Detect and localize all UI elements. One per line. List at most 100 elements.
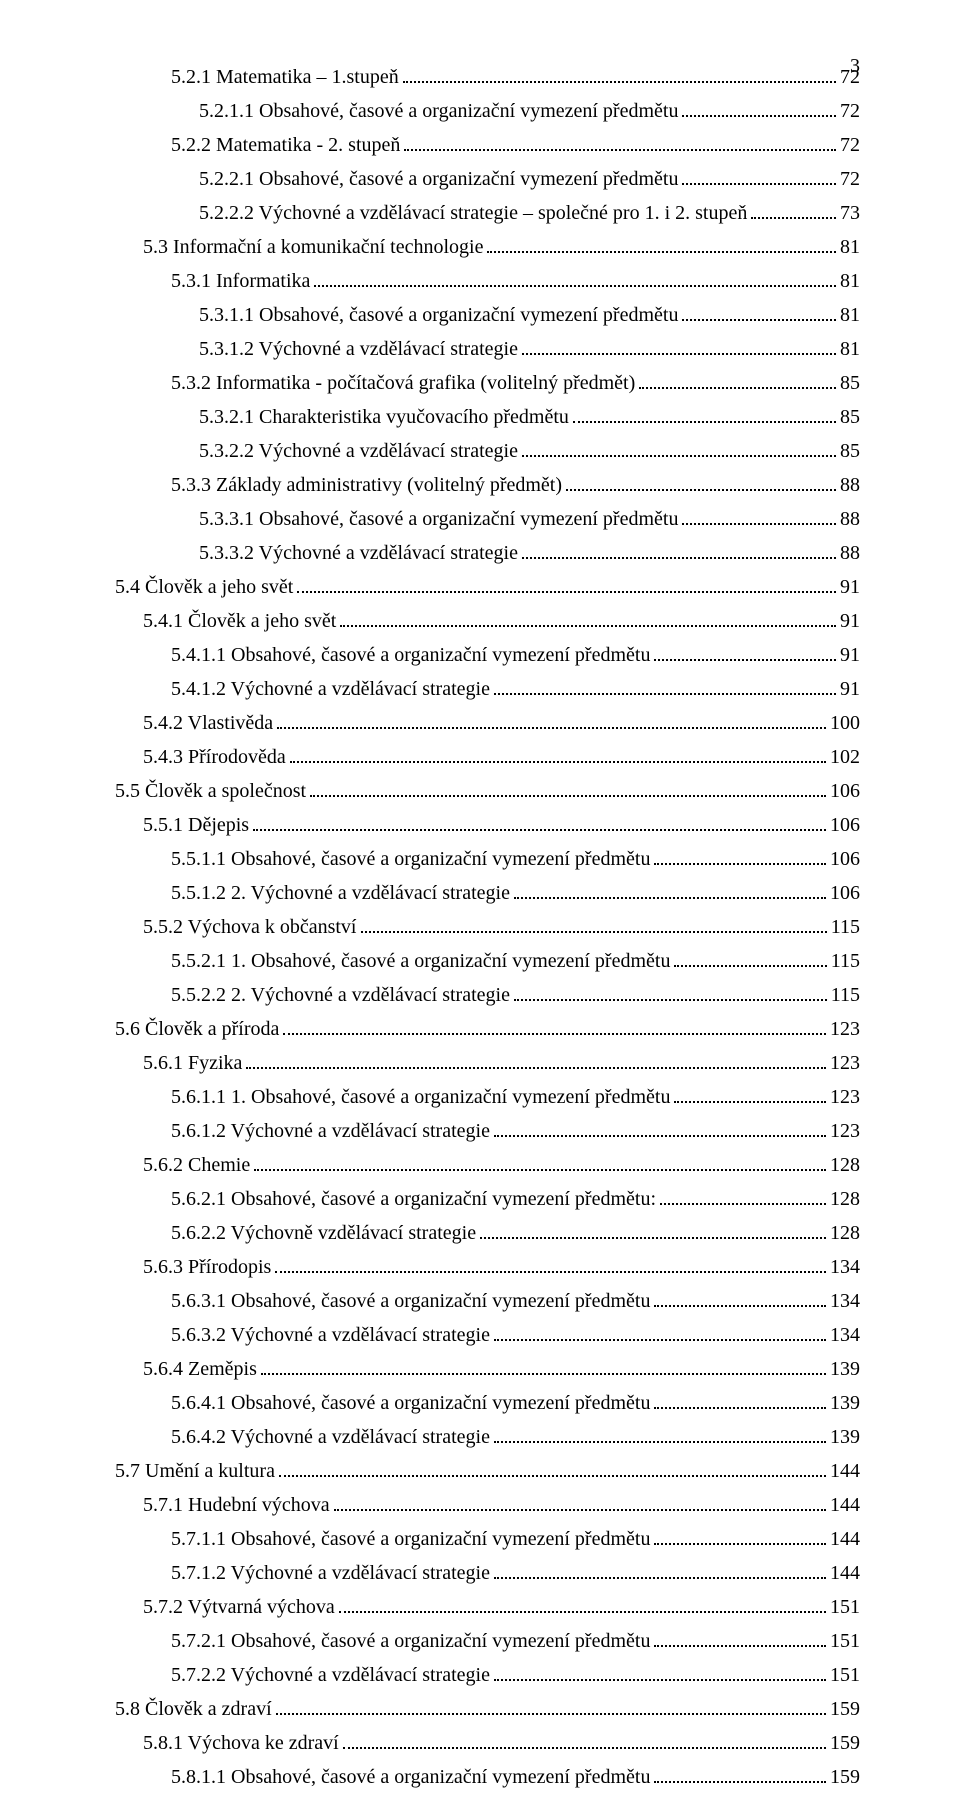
toc-entry: 5.6.1.2 Výchovné a vzdělávací strategie1… xyxy=(115,1114,860,1148)
toc-entry: 5.3.2.2 Výchovné a vzdělávací strategie8… xyxy=(115,434,860,468)
toc-leader-dots xyxy=(674,947,826,967)
toc-entry-label: 5.3.1.1 Obsahové, časové a organizační v… xyxy=(199,298,678,332)
toc-leader-dots xyxy=(654,1763,826,1783)
toc-leader-dots xyxy=(654,845,826,865)
toc-entry-label: 5.6 Člověk a příroda xyxy=(115,1012,279,1046)
toc-entry-page: 134 xyxy=(830,1318,860,1352)
toc-entry-page: 159 xyxy=(830,1760,860,1794)
toc-leader-dots xyxy=(480,1219,826,1239)
toc-entry: 5.8.1.1 Obsahové, časové a organizační v… xyxy=(115,1760,860,1794)
toc-leader-dots xyxy=(514,879,826,899)
toc-leader-dots xyxy=(361,913,827,933)
toc-entry-label: 5.7.2.2 Výchovné a vzdělávací strategie xyxy=(171,1658,490,1692)
table-of-contents: 5.2.1 Matematika – 1.stupeň725.2.1.1 Obs… xyxy=(115,60,860,1794)
toc-entry-page: 106 xyxy=(830,808,860,842)
toc-leader-dots xyxy=(654,641,836,661)
toc-entry-label: 5.2.2.2 Výchovné a vzdělávací strategie … xyxy=(199,196,747,230)
toc-entry-label: 5.2.2 Matematika - 2. stupeň xyxy=(171,128,400,162)
toc-leader-dots xyxy=(654,1525,826,1545)
toc-entry: 5.3.3 Základy administrativy (volitelný … xyxy=(115,468,860,502)
toc-entry-label: 5.3.2.1 Charakteristika vyučovacího před… xyxy=(199,400,569,434)
toc-entry: 5.2.2.1 Obsahové, časové a organizační v… xyxy=(115,162,860,196)
toc-entry: 5.2.1 Matematika – 1.stupeň72 xyxy=(115,60,860,94)
toc-entry-page: 85 xyxy=(840,400,860,434)
toc-entry-label: 5.7.1.2 Výchovné a vzdělávací strategie xyxy=(171,1556,490,1590)
toc-leader-dots xyxy=(494,675,836,695)
toc-entry-label: 5.3.2 Informatika - počítačová grafika (… xyxy=(171,366,635,400)
toc-entry-label: 5.5.2.1 1. Obsahové, časové a organizačn… xyxy=(171,944,670,978)
toc-entry-label: 5.2.2.1 Obsahové, časové a organizační v… xyxy=(199,162,678,196)
toc-entry: 5.5.1.2 2. Výchovné a vzdělávací strateg… xyxy=(115,876,860,910)
toc-entry-label: 5.4.1 Člověk a jeho svět xyxy=(143,604,336,638)
toc-entry: 5.2.2 Matematika - 2. stupeň 72 xyxy=(115,128,860,162)
toc-leader-dots xyxy=(566,471,836,491)
toc-entry-page: 128 xyxy=(830,1182,860,1216)
toc-entry-page: 128 xyxy=(830,1216,860,1250)
toc-entry-label: 5.4 Člověk a jeho svět xyxy=(115,570,293,604)
toc-entry-page: 106 xyxy=(830,774,860,808)
toc-entry-page: 88 xyxy=(840,536,860,570)
toc-leader-dots xyxy=(279,1457,826,1477)
toc-leader-dots xyxy=(494,1423,826,1443)
toc-entry: 5.7.1.2 Výchovné a vzdělávací strategie1… xyxy=(115,1556,860,1590)
toc-entry: 5.6.4.2 Výchovné a vzdělávací strategie1… xyxy=(115,1420,860,1454)
toc-leader-dots xyxy=(404,131,836,151)
toc-entry: 5.6.4 Zeměpis139 xyxy=(115,1352,860,1386)
toc-leader-dots xyxy=(334,1491,826,1511)
toc-entry-label: 5.6.4 Zeměpis xyxy=(143,1352,257,1386)
toc-leader-dots xyxy=(487,233,836,253)
toc-entry-label: 5.5.1 Dějepis xyxy=(143,808,249,842)
toc-entry: 5.2.2.2 Výchovné a vzdělávací strategie … xyxy=(115,196,860,230)
toc-entry-page: 106 xyxy=(830,842,860,876)
toc-entry-label: 5.3.3.1 Obsahové, časové a organizační v… xyxy=(199,502,678,536)
toc-entry-label: 5.4.1.1 Obsahové, časové a organizační v… xyxy=(171,638,650,672)
toc-entry: 5.3.1.2 Výchovné a vzdělávací strategie8… xyxy=(115,332,860,366)
toc-entry: 5.7.1.1 Obsahové, časové a organizační v… xyxy=(115,1522,860,1556)
toc-entry: 5.3 Informační a komunikační technologie… xyxy=(115,230,860,264)
toc-entry-page: 159 xyxy=(830,1726,860,1760)
toc-leader-dots xyxy=(682,165,836,185)
toc-entry-label: 5.8.1 Výchova ke zdraví xyxy=(143,1726,339,1760)
toc-entry-label: 5.6.3.2 Výchovné a vzdělávací strategie xyxy=(171,1318,490,1352)
toc-entry-label: 5.7 Umění a kultura xyxy=(115,1454,275,1488)
toc-entry-page: 123 xyxy=(830,1046,860,1080)
toc-entry-label: 5.7.1 Hudební výchova xyxy=(143,1488,330,1522)
toc-entry-label: 5.3.3 Základy administrativy (volitelný … xyxy=(171,468,562,502)
toc-entry: 5.3.3.2 Výchovné a vzdělávací strategie8… xyxy=(115,536,860,570)
toc-entry: 5.6.2.1 Obsahové, časové a organizační v… xyxy=(115,1182,860,1216)
toc-entry: 5.6.3.2 Výchovné a vzdělávací strategie 1… xyxy=(115,1318,860,1352)
toc-entry-label: 5.6.2 Chemie xyxy=(143,1148,250,1182)
toc-entry-page: 115 xyxy=(831,944,860,978)
toc-entry: 5.5.1.1 Obsahové, časové a organizační v… xyxy=(115,842,860,876)
toc-leader-dots xyxy=(314,267,836,287)
toc-entry-label: 5.6.3.1 Obsahové, časové a organizační v… xyxy=(171,1284,650,1318)
toc-entry-label: 5.3.2.2 Výchovné a vzdělávací strategie xyxy=(199,434,518,468)
toc-leader-dots xyxy=(494,1559,826,1579)
toc-entry-page: 91 xyxy=(840,570,860,604)
toc-leader-dots xyxy=(494,1321,826,1341)
toc-entry: 5.5.2 Výchova k občanství115 xyxy=(115,910,860,944)
toc-leader-dots xyxy=(339,1593,826,1613)
toc-entry-label: 5.6.4.2 Výchovné a vzdělávací strategie xyxy=(171,1420,490,1454)
toc-entry-page: 100 xyxy=(830,706,860,740)
toc-entry: 5.7.1 Hudební výchova144 xyxy=(115,1488,860,1522)
toc-entry: 5.6.3 Přírodopis134 xyxy=(115,1250,860,1284)
toc-leader-dots xyxy=(674,1083,826,1103)
toc-entry-page: 91 xyxy=(840,604,860,638)
toc-entry-label: 5.6.1 Fyzika xyxy=(143,1046,242,1080)
toc-entry-page: 72 xyxy=(840,128,860,162)
toc-leader-dots xyxy=(276,1695,826,1715)
toc-leader-dots xyxy=(403,63,836,83)
toc-entry-page: 128 xyxy=(830,1148,860,1182)
toc-entry-page: 144 xyxy=(830,1522,860,1556)
toc-entry-label: 5.3 Informační a komunikační technologie xyxy=(143,230,483,264)
toc-entry-page: 72 xyxy=(840,94,860,128)
toc-entry-page: 115 xyxy=(831,978,860,1012)
toc-entry: 5.4.3 Přírodověda102 xyxy=(115,740,860,774)
toc-entry-page: 151 xyxy=(830,1624,860,1658)
toc-leader-dots xyxy=(751,199,836,219)
toc-leader-dots xyxy=(340,607,836,627)
toc-entry-page: 151 xyxy=(830,1590,860,1624)
toc-entry-label: 5.6.4.1 Obsahové, časové a organizační v… xyxy=(171,1386,650,1420)
toc-entry-label: 5.3.1 Informatika xyxy=(171,264,310,298)
